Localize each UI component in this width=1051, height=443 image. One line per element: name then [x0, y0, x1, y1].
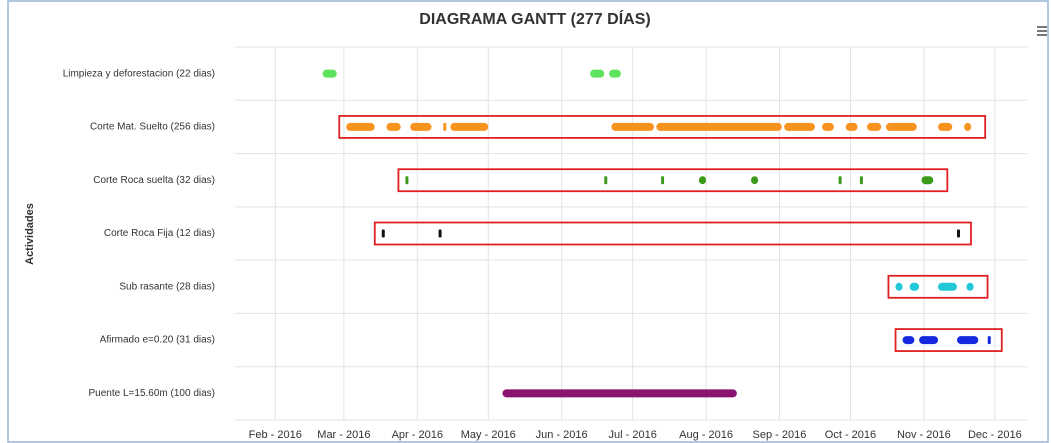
task-bar [450, 122, 489, 131]
category-label: Sub rasante (28 dias) [119, 281, 215, 292]
task-bar [895, 282, 903, 291]
task-bar [346, 122, 375, 131]
chart-title: DIAGRAMA GANTT (277 DÍAS) [419, 9, 650, 28]
highlight-box [338, 115, 987, 139]
task-bar [410, 122, 432, 131]
frame [7, 0, 1049, 443]
task-bar [919, 336, 939, 345]
task-bar [443, 122, 447, 131]
task-bar [909, 282, 920, 291]
x-tick-label: Feb - 2016 [249, 429, 302, 441]
task-bar [938, 282, 957, 291]
task-bar [966, 282, 974, 291]
menu-icon[interactable] [1037, 26, 1047, 36]
task-bar [859, 176, 863, 185]
category-label: Corte Roca Fija (12 dias) [104, 228, 215, 239]
task-bar [405, 176, 409, 185]
task-bar [956, 336, 979, 345]
task-bar [656, 122, 782, 131]
x-tick-label: Sep - 2016 [753, 429, 807, 441]
category-label: Corte Mat. Suelto (256 dias) [90, 122, 215, 133]
task-bar [784, 122, 815, 131]
task-bar [661, 176, 665, 185]
x-tick-label: Jun - 2016 [536, 429, 588, 441]
task-bar [438, 229, 442, 238]
task-bar [902, 336, 915, 345]
x-tick-label: May - 2016 [461, 429, 516, 441]
task-bar [964, 122, 972, 131]
task-bar [956, 229, 960, 238]
task-bar [867, 122, 882, 131]
task-bar [609, 69, 621, 78]
x-tick-label: Nov - 2016 [897, 429, 951, 441]
task-bar [590, 69, 605, 78]
highlight-box [397, 168, 949, 193]
task-bar [611, 122, 654, 131]
task-bar [502, 389, 737, 398]
y-axis-title: Actividades [24, 203, 36, 265]
task-bar [987, 336, 991, 345]
task-bar [322, 69, 337, 78]
x-tick-label: Aug - 2016 [679, 429, 733, 441]
task-bar [751, 176, 759, 185]
task-bar [822, 122, 834, 131]
task-bar [885, 122, 917, 131]
x-tick-label: Jul - 2016 [609, 429, 657, 441]
task-bar [386, 122, 401, 131]
task-bar [604, 176, 608, 185]
highlight-box [373, 221, 972, 246]
category-label: Limpieza y deforestacion (22 dias) [63, 68, 215, 79]
category-label: Corte Roca suelta (32 dias) [93, 175, 215, 186]
category-label: Afirmado e=0.20 (31 dias) [100, 335, 215, 346]
category-label: Puente L=15.60m (100 dias) [89, 388, 215, 399]
task-bar [381, 229, 385, 238]
x-tick-label: Mar - 2016 [317, 429, 370, 441]
task-bar [698, 176, 707, 185]
task-bar [921, 176, 934, 185]
task-bar [838, 176, 842, 185]
task-bar [845, 122, 858, 131]
highlight-box [894, 328, 1003, 352]
task-bar [938, 122, 953, 131]
highlight-box [887, 274, 989, 299]
x-tick-label: Dec - 2016 [968, 429, 1022, 441]
x-tick-label: Oct - 2016 [825, 429, 876, 441]
x-tick-label: Apr - 2016 [392, 429, 443, 441]
